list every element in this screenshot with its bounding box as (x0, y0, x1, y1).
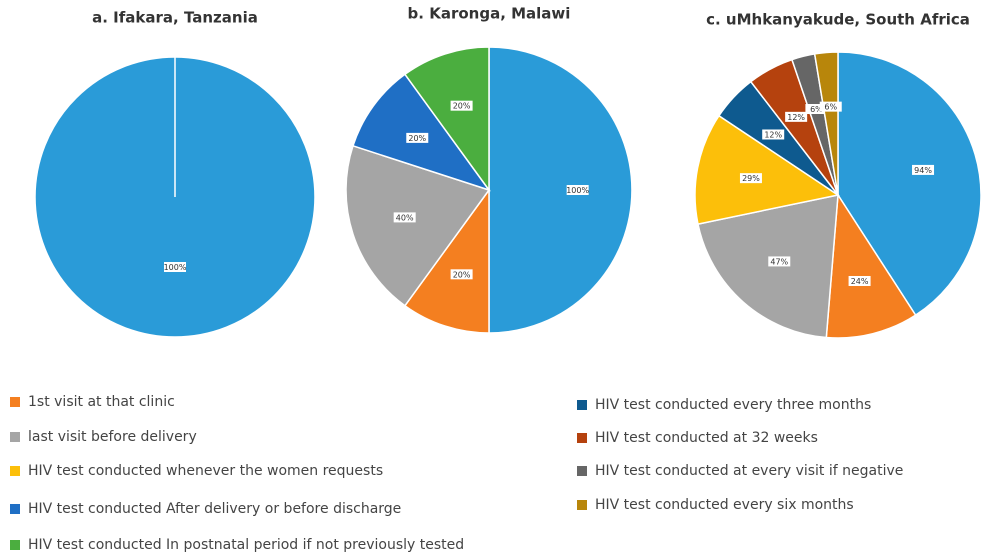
legend-label: HIV test conducted at 32 weeks (595, 430, 818, 446)
legend-label: 1st visit at that clinic (28, 394, 175, 410)
pie-slice (825, 192, 917, 339)
label-box (566, 185, 589, 195)
value-label: 20% (453, 102, 471, 111)
legend-swatch (577, 400, 587, 410)
label-box (393, 212, 416, 223)
legend-swatch (10, 397, 20, 407)
pie-slice (694, 114, 840, 225)
pie-slice (345, 144, 491, 307)
value-label: 94% (914, 166, 932, 175)
value-label: 12% (787, 113, 805, 122)
value-label: 29% (742, 174, 760, 183)
legend-label: HIV test conducted In postnatal period i… (28, 537, 464, 553)
legend-label: HIV test conducted After delivery or bef… (28, 501, 401, 517)
chart-title: c. uMhkanyakude, South Africa (706, 11, 970, 29)
chart-title: a. Ifakara, Tanzania (92, 9, 258, 27)
label-box (450, 100, 473, 111)
legend-swatch (10, 466, 20, 476)
legend-swatch (577, 466, 587, 476)
value-label: 12% (764, 130, 782, 139)
label-box (762, 129, 785, 140)
value-label: 20% (453, 270, 471, 279)
value-label: 6% (824, 103, 837, 112)
legend-label: HIV test conducted at every visit if neg… (595, 463, 903, 479)
label-box (164, 262, 186, 272)
pie-slice (352, 73, 491, 192)
value-label: 40% (396, 213, 414, 222)
pie-slice (813, 51, 839, 196)
value-label: 6% (810, 105, 823, 114)
label-box (406, 132, 429, 143)
pie-slice (403, 46, 490, 193)
value-label: 20% (408, 134, 426, 143)
label-box (739, 173, 762, 184)
legend-swatch (10, 432, 20, 442)
label-box (805, 104, 828, 115)
legend-swatch (577, 433, 587, 443)
legend-label: HIV test conducted every six months (595, 497, 854, 513)
legend-swatch (577, 500, 587, 510)
label-box (819, 101, 842, 112)
legend-swatch (10, 504, 20, 514)
value-label: 24% (851, 277, 869, 286)
label-box (768, 256, 791, 267)
value-label: 100% (164, 263, 187, 272)
pie-slice (488, 46, 633, 334)
label-box (785, 111, 808, 122)
chart-title: b. Karonga, Malawi (408, 5, 571, 23)
value-label: 47% (770, 257, 788, 266)
label-box (912, 164, 935, 175)
label-box (450, 269, 473, 280)
label-box (848, 275, 871, 286)
pie-slice (403, 187, 490, 334)
value-label: 100% (566, 186, 589, 195)
legend-label: last visit before delivery (28, 429, 197, 445)
pie-slice (697, 194, 839, 339)
legend-label: HIV test conducted whenever the women re… (28, 463, 383, 479)
legend-swatch (10, 540, 20, 550)
legend-label: HIV test conducted every three months (595, 397, 871, 413)
